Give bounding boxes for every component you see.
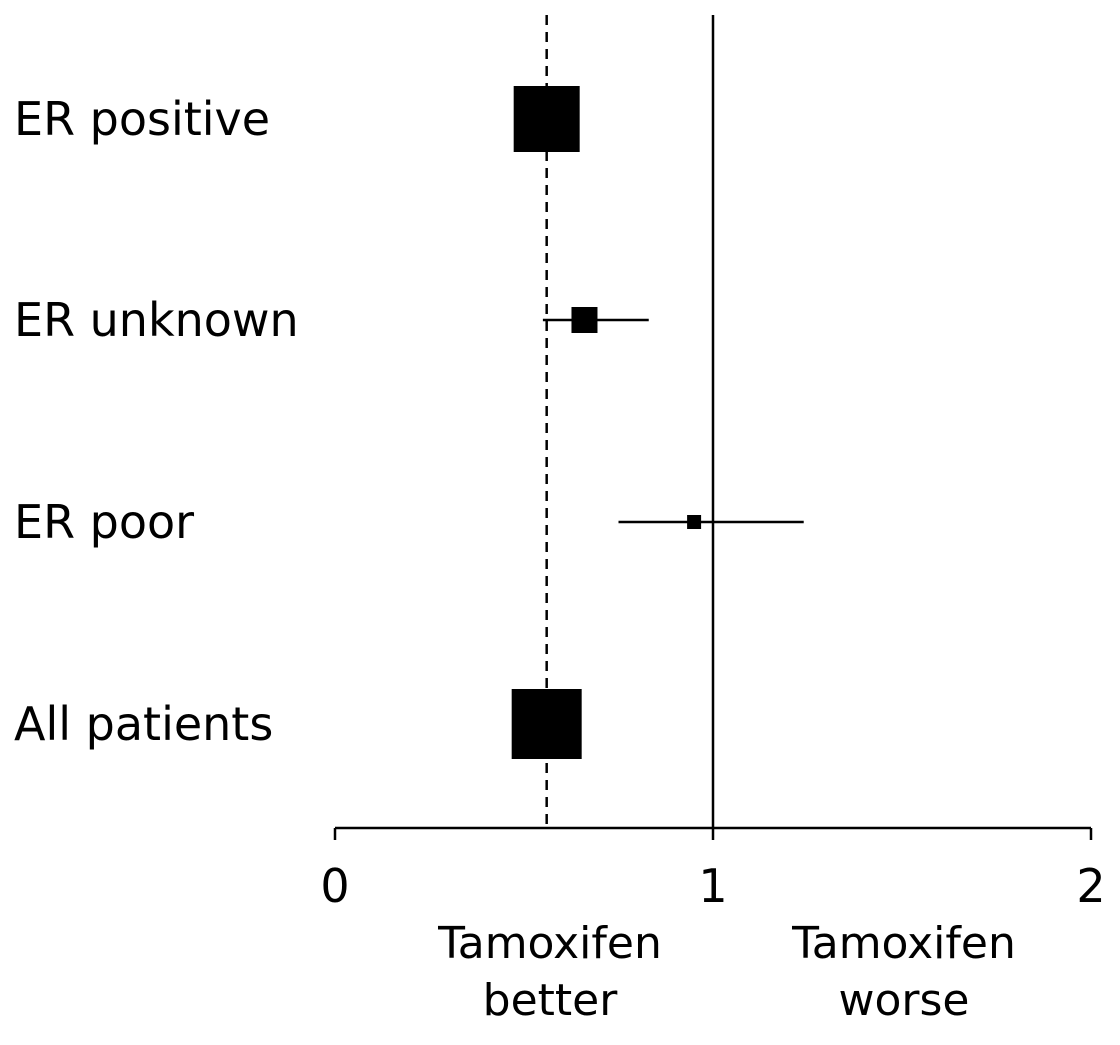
x-axis: 0 1 2 bbox=[320, 826, 1106, 913]
forest-row: All patients bbox=[14, 689, 582, 759]
left-annotation-line2: better bbox=[483, 975, 619, 1026]
right-annotation-line1: Tamoxifen bbox=[791, 918, 1016, 969]
x-axis-ticks: 0 1 2 bbox=[320, 828, 1106, 913]
x-tick-label: 0 bbox=[320, 859, 349, 913]
row-label: ER poor bbox=[14, 495, 194, 549]
x-tick-label: 2 bbox=[1076, 859, 1105, 913]
forest-row: ER unknown bbox=[14, 293, 649, 347]
row-label: All patients bbox=[14, 697, 273, 751]
estimate-box bbox=[687, 515, 702, 529]
forest-row: ER positive bbox=[14, 86, 580, 152]
rows-layer: ER positive ER unknown ER poor All patients bbox=[14, 86, 804, 759]
right-annotation-line2: worse bbox=[839, 975, 970, 1026]
left-annotation-line1: Tamoxifen bbox=[437, 918, 662, 969]
estimate-box bbox=[571, 307, 598, 333]
row-label: ER positive bbox=[14, 92, 270, 146]
row-label: ER unknown bbox=[14, 293, 299, 347]
forest-row: ER poor bbox=[14, 495, 804, 549]
x-tick-label: 1 bbox=[698, 859, 727, 913]
